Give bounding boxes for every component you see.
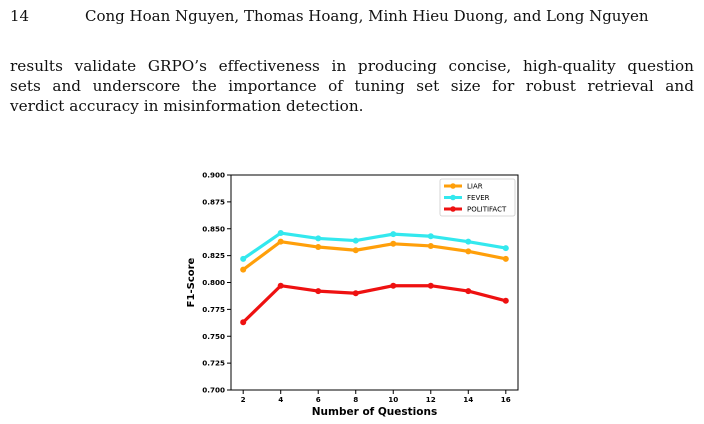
y-tick-label: 0.825 (202, 251, 225, 260)
legend-label: LIAR (467, 183, 483, 191)
legend-swatch-marker (450, 194, 456, 201)
legend-swatch-marker (450, 183, 456, 189)
legend-box (439, 178, 516, 217)
y-tick-label: 0.900 (202, 171, 225, 180)
data-point-fever (465, 238, 472, 245)
data-point-fever (277, 230, 284, 237)
data-point-politifact (502, 297, 509, 304)
series-line-politifact (242, 284, 507, 324)
data-point-liar (427, 242, 434, 249)
data-point-liar (465, 248, 472, 255)
legend-swatch-marker (450, 206, 456, 212)
x-tick-label: 2 (241, 395, 246, 404)
body-line: sets and underscore the importance of tu… (10, 77, 694, 95)
data-point-liar (240, 266, 247, 273)
data-point-politifact (240, 319, 247, 326)
data-point-politifact (315, 288, 322, 295)
x-tick-label: 6 (316, 395, 321, 404)
legend-label: POLITIFACT (467, 206, 507, 214)
x-tick-label: 12 (426, 395, 436, 404)
legend-label: FEVER (467, 194, 490, 202)
y-tick-label: 0.850 (202, 224, 225, 233)
body-line: verdict accuracy in misinformation detec… (10, 97, 364, 115)
x-tick-label: 8 (353, 395, 358, 404)
data-point-fever (427, 233, 434, 240)
y-tick-label: 0.750 (202, 332, 225, 341)
data-point-liar (502, 255, 509, 262)
x-tick-label: 14 (463, 395, 473, 404)
y-tick-label: 0.875 (202, 197, 225, 206)
y-tick-label: 0.800 (202, 278, 225, 287)
data-point-politifact (277, 282, 284, 289)
x-tick-label: 10 (388, 395, 398, 404)
data-point-politifact (465, 288, 472, 295)
y-tick-label: 0.725 (202, 359, 225, 368)
data-point-fever (352, 237, 359, 244)
body-line: results validate GRPO’s effectiveness in… (10, 57, 694, 75)
series-line-fever (242, 231, 507, 261)
body-paragraph: results validate GRPO’s effectiveness in… (10, 56, 694, 116)
page-header: 14 Cong Hoan Nguyen, Thomas Hoang, Minh … (10, 7, 694, 27)
data-point-liar (352, 247, 359, 254)
data-point-politifact (352, 290, 359, 297)
x-tick-label: 4 (278, 395, 283, 404)
data-point-liar (315, 244, 322, 251)
y-axis-label: F1-Score (186, 257, 197, 307)
data-point-fever (240, 255, 247, 262)
x-tick-label: 16 (501, 395, 511, 404)
data-point-politifact (390, 282, 397, 289)
data-point-fever (390, 231, 397, 238)
data-point-politifact (427, 282, 434, 289)
x-axis-label: Number of Questions (312, 406, 437, 418)
y-tick-label: 0.775 (202, 305, 225, 314)
data-point-liar (390, 240, 397, 247)
page-number: 14 (10, 7, 30, 25)
series-line-liar (242, 240, 507, 271)
data-point-fever (502, 245, 509, 252)
data-point-liar (277, 238, 284, 245)
data-point-fever (315, 235, 322, 242)
y-tick-label: 0.700 (202, 386, 225, 395)
running-head-authors: Cong Hoan Nguyen, Thomas Hoang, Minh Hie… (85, 7, 649, 25)
